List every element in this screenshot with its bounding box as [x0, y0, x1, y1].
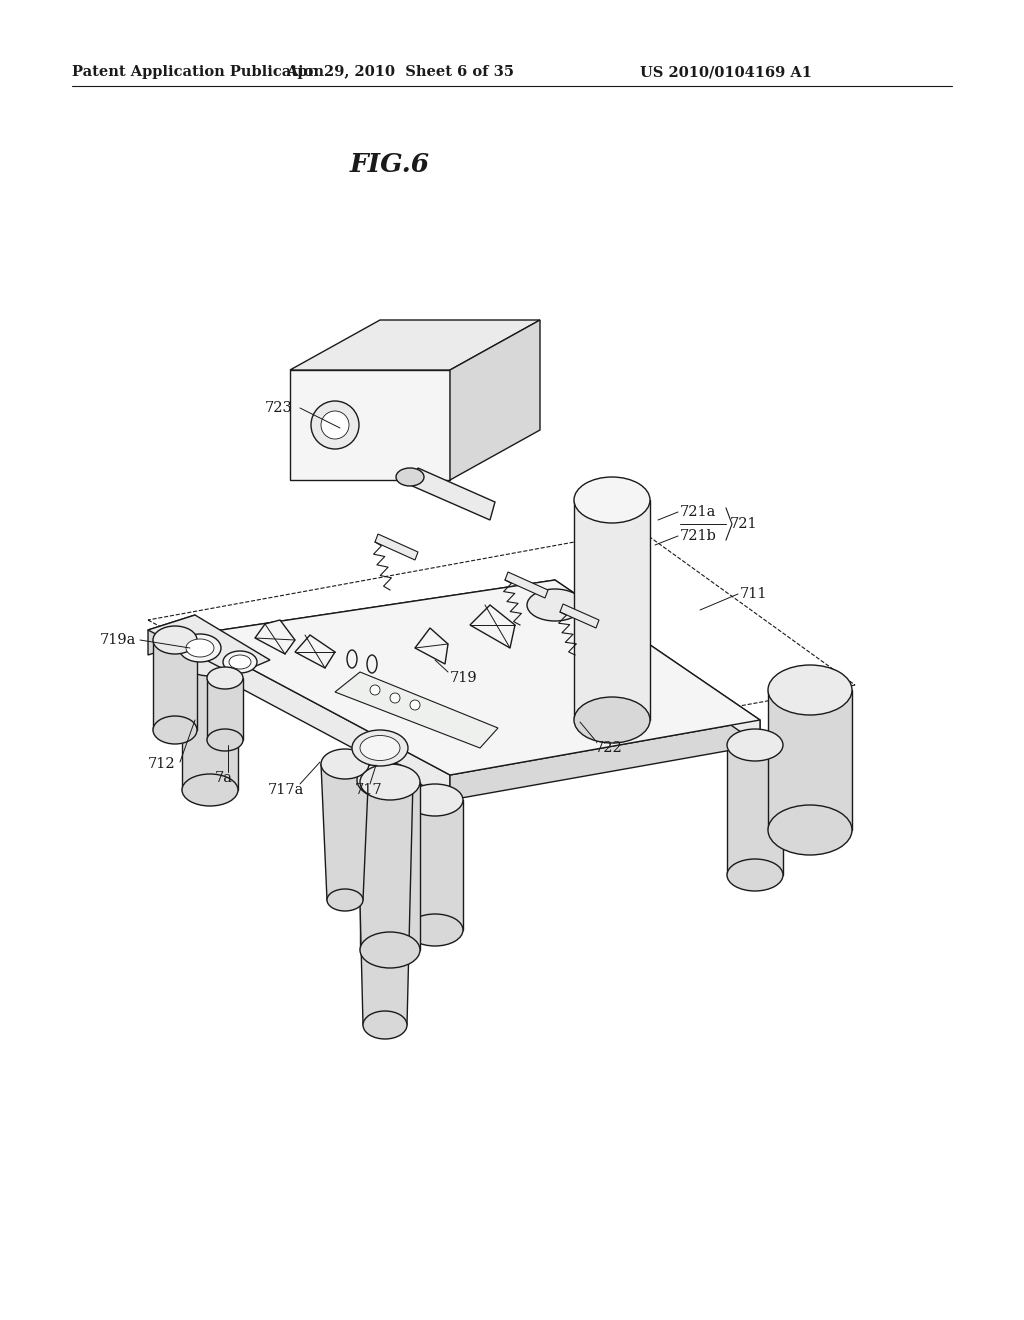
Text: 717a: 717a	[268, 783, 304, 797]
Ellipse shape	[186, 639, 214, 657]
Polygon shape	[410, 469, 495, 520]
Polygon shape	[407, 800, 463, 931]
Polygon shape	[188, 579, 555, 660]
Polygon shape	[375, 535, 418, 560]
Polygon shape	[450, 319, 540, 480]
Polygon shape	[727, 744, 783, 875]
Text: 717: 717	[355, 783, 383, 797]
Ellipse shape	[360, 932, 420, 968]
Text: 721: 721	[730, 517, 758, 531]
Polygon shape	[255, 620, 295, 653]
Polygon shape	[188, 579, 760, 775]
Polygon shape	[450, 719, 760, 800]
Ellipse shape	[223, 651, 257, 673]
Polygon shape	[148, 615, 195, 655]
Polygon shape	[295, 635, 335, 668]
Ellipse shape	[182, 644, 238, 676]
Polygon shape	[182, 660, 238, 789]
Ellipse shape	[229, 655, 251, 669]
Text: 723: 723	[265, 401, 293, 414]
Ellipse shape	[407, 913, 463, 946]
Text: FIG.6: FIG.6	[350, 153, 430, 177]
Text: US 2010/0104169 A1: US 2010/0104169 A1	[640, 65, 812, 79]
Ellipse shape	[362, 1011, 407, 1039]
Polygon shape	[153, 640, 197, 730]
Polygon shape	[207, 678, 243, 741]
Text: 719a: 719a	[100, 634, 136, 647]
Circle shape	[390, 693, 400, 704]
Text: 711: 711	[740, 587, 768, 601]
Text: 721b: 721b	[680, 529, 717, 543]
Polygon shape	[357, 780, 413, 1026]
Circle shape	[321, 411, 349, 440]
Ellipse shape	[527, 719, 583, 751]
Polygon shape	[290, 319, 540, 370]
Ellipse shape	[327, 888, 362, 911]
Text: Apr. 29, 2010  Sheet 6 of 35: Apr. 29, 2010 Sheet 6 of 35	[286, 65, 514, 79]
Polygon shape	[148, 615, 270, 675]
Polygon shape	[527, 605, 583, 735]
Ellipse shape	[207, 667, 243, 689]
Ellipse shape	[574, 697, 650, 743]
Ellipse shape	[360, 735, 400, 760]
Polygon shape	[560, 605, 599, 628]
Polygon shape	[574, 500, 650, 719]
Circle shape	[410, 700, 420, 710]
Ellipse shape	[727, 729, 783, 762]
Polygon shape	[555, 579, 760, 744]
Ellipse shape	[360, 764, 420, 800]
Ellipse shape	[352, 730, 408, 766]
Polygon shape	[335, 672, 498, 748]
Text: 712: 712	[148, 756, 176, 771]
Ellipse shape	[357, 762, 413, 799]
Polygon shape	[470, 605, 515, 648]
Polygon shape	[415, 628, 449, 664]
Ellipse shape	[207, 729, 243, 751]
Text: 719: 719	[450, 671, 477, 685]
Ellipse shape	[153, 715, 197, 744]
Polygon shape	[188, 635, 450, 800]
Ellipse shape	[574, 477, 650, 523]
Text: 7a: 7a	[215, 771, 233, 785]
Circle shape	[311, 401, 359, 449]
Ellipse shape	[321, 748, 369, 779]
Text: 722: 722	[595, 741, 623, 755]
Text: 721a: 721a	[680, 506, 717, 519]
Ellipse shape	[768, 805, 852, 855]
Ellipse shape	[768, 665, 852, 715]
Polygon shape	[360, 781, 420, 950]
Polygon shape	[290, 370, 450, 480]
Polygon shape	[321, 764, 369, 900]
Ellipse shape	[367, 655, 377, 673]
Circle shape	[370, 685, 380, 696]
Ellipse shape	[182, 774, 238, 807]
Text: Patent Application Publication: Patent Application Publication	[72, 65, 324, 79]
Polygon shape	[505, 572, 548, 598]
Ellipse shape	[407, 784, 463, 816]
Polygon shape	[768, 690, 852, 830]
Ellipse shape	[347, 649, 357, 668]
Ellipse shape	[396, 469, 424, 486]
Ellipse shape	[153, 626, 197, 653]
Ellipse shape	[179, 634, 221, 663]
Ellipse shape	[527, 589, 583, 620]
Ellipse shape	[727, 859, 783, 891]
